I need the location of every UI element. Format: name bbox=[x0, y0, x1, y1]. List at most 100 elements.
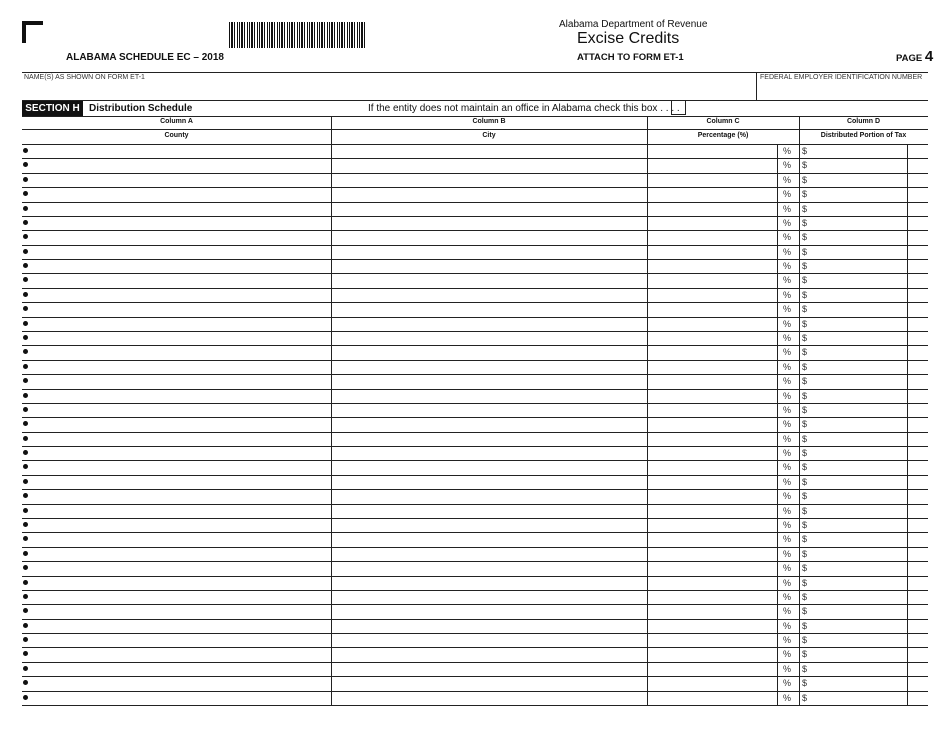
no-office-checkbox[interactable] bbox=[671, 100, 686, 115]
city-input[interactable] bbox=[333, 230, 645, 244]
city-input[interactable] bbox=[333, 187, 645, 201]
amount-input[interactable] bbox=[809, 604, 905, 618]
percentage-input[interactable] bbox=[649, 345, 775, 359]
amount-cents-input[interactable] bbox=[909, 504, 928, 518]
city-input[interactable] bbox=[333, 259, 645, 273]
amount-input[interactable] bbox=[809, 187, 905, 201]
amount-input[interactable] bbox=[809, 317, 905, 331]
amount-cents-input[interactable] bbox=[909, 475, 928, 489]
name-field[interactable] bbox=[24, 84, 752, 99]
percentage-input[interactable] bbox=[649, 432, 775, 446]
city-input[interactable] bbox=[333, 360, 645, 374]
amount-cents-input[interactable] bbox=[909, 302, 928, 316]
county-input[interactable] bbox=[32, 374, 329, 388]
amount-input[interactable] bbox=[809, 432, 905, 446]
percentage-input[interactable] bbox=[649, 259, 775, 273]
city-input[interactable] bbox=[333, 432, 645, 446]
percentage-input[interactable] bbox=[649, 475, 775, 489]
amount-cents-input[interactable] bbox=[909, 590, 928, 604]
amount-cents-input[interactable] bbox=[909, 245, 928, 259]
percentage-input[interactable] bbox=[649, 590, 775, 604]
amount-cents-input[interactable] bbox=[909, 360, 928, 374]
amount-input[interactable] bbox=[809, 633, 905, 647]
amount-input[interactable] bbox=[809, 173, 905, 187]
amount-input[interactable] bbox=[809, 518, 905, 532]
county-input[interactable] bbox=[32, 187, 329, 201]
percentage-input[interactable] bbox=[649, 273, 775, 287]
city-input[interactable] bbox=[333, 288, 645, 302]
city-input[interactable] bbox=[333, 403, 645, 417]
amount-cents-input[interactable] bbox=[909, 317, 928, 331]
county-input[interactable] bbox=[32, 389, 329, 403]
amount-input[interactable] bbox=[809, 504, 905, 518]
percentage-input[interactable] bbox=[649, 173, 775, 187]
county-input[interactable] bbox=[32, 489, 329, 503]
amount-cents-input[interactable] bbox=[909, 691, 928, 705]
amount-input[interactable] bbox=[809, 374, 905, 388]
city-input[interactable] bbox=[333, 245, 645, 259]
percentage-input[interactable] bbox=[649, 187, 775, 201]
county-input[interactable] bbox=[32, 144, 329, 158]
county-input[interactable] bbox=[32, 547, 329, 561]
county-input[interactable] bbox=[32, 288, 329, 302]
percentage-input[interactable] bbox=[649, 317, 775, 331]
amount-cents-input[interactable] bbox=[909, 432, 928, 446]
county-input[interactable] bbox=[32, 662, 329, 676]
city-input[interactable] bbox=[333, 604, 645, 618]
amount-cents-input[interactable] bbox=[909, 173, 928, 187]
amount-cents-input[interactable] bbox=[909, 158, 928, 172]
county-input[interactable] bbox=[32, 532, 329, 546]
county-input[interactable] bbox=[32, 475, 329, 489]
county-input[interactable] bbox=[32, 173, 329, 187]
city-input[interactable] bbox=[333, 576, 645, 590]
county-input[interactable] bbox=[32, 432, 329, 446]
amount-input[interactable] bbox=[809, 360, 905, 374]
amount-input[interactable] bbox=[809, 647, 905, 661]
amount-input[interactable] bbox=[809, 158, 905, 172]
city-input[interactable] bbox=[333, 547, 645, 561]
county-input[interactable] bbox=[32, 302, 329, 316]
county-input[interactable] bbox=[32, 158, 329, 172]
city-input[interactable] bbox=[333, 475, 645, 489]
amount-cents-input[interactable] bbox=[909, 345, 928, 359]
amount-cents-input[interactable] bbox=[909, 273, 928, 287]
amount-input[interactable] bbox=[809, 245, 905, 259]
city-input[interactable] bbox=[333, 460, 645, 474]
city-input[interactable] bbox=[333, 158, 645, 172]
county-input[interactable] bbox=[32, 676, 329, 690]
amount-input[interactable] bbox=[809, 590, 905, 604]
amount-input[interactable] bbox=[809, 403, 905, 417]
percentage-input[interactable] bbox=[649, 633, 775, 647]
percentage-input[interactable] bbox=[649, 302, 775, 316]
amount-input[interactable] bbox=[809, 302, 905, 316]
amount-cents-input[interactable] bbox=[909, 417, 928, 431]
county-input[interactable] bbox=[32, 561, 329, 575]
city-input[interactable] bbox=[333, 389, 645, 403]
percentage-input[interactable] bbox=[649, 446, 775, 460]
percentage-input[interactable] bbox=[649, 547, 775, 561]
county-input[interactable] bbox=[32, 331, 329, 345]
amount-input[interactable] bbox=[809, 230, 905, 244]
county-input[interactable] bbox=[32, 216, 329, 230]
city-input[interactable] bbox=[333, 302, 645, 316]
county-input[interactable] bbox=[32, 633, 329, 647]
amount-cents-input[interactable] bbox=[909, 374, 928, 388]
amount-cents-input[interactable] bbox=[909, 288, 928, 302]
amount-cents-input[interactable] bbox=[909, 576, 928, 590]
amount-input[interactable] bbox=[809, 446, 905, 460]
amount-cents-input[interactable] bbox=[909, 216, 928, 230]
amount-cents-input[interactable] bbox=[909, 331, 928, 345]
county-input[interactable] bbox=[32, 360, 329, 374]
city-input[interactable] bbox=[333, 676, 645, 690]
amount-input[interactable] bbox=[809, 619, 905, 633]
percentage-input[interactable] bbox=[649, 230, 775, 244]
percentage-input[interactable] bbox=[649, 288, 775, 302]
county-input[interactable] bbox=[32, 604, 329, 618]
amount-cents-input[interactable] bbox=[909, 187, 928, 201]
percentage-input[interactable] bbox=[649, 504, 775, 518]
county-input[interactable] bbox=[32, 317, 329, 331]
percentage-input[interactable] bbox=[649, 216, 775, 230]
city-input[interactable] bbox=[333, 647, 645, 661]
amount-input[interactable] bbox=[809, 532, 905, 546]
amount-input[interactable] bbox=[809, 460, 905, 474]
